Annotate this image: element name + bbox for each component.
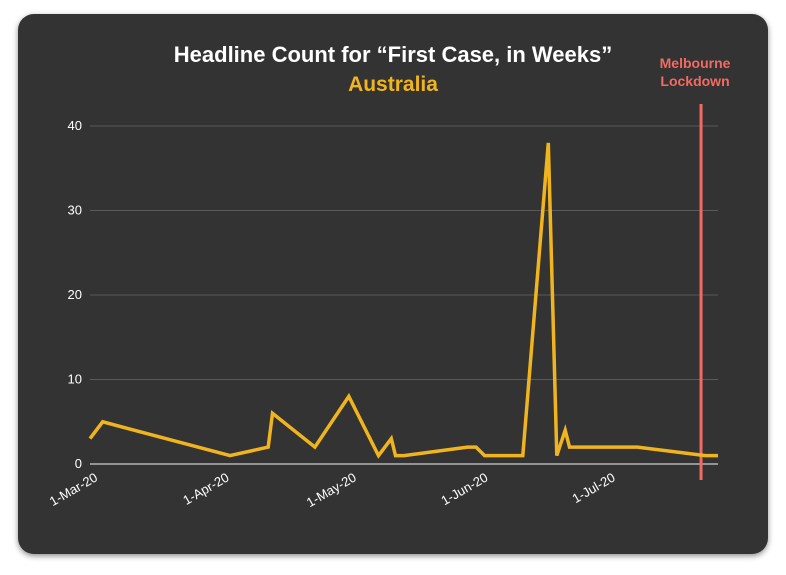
x-tick-label: 1-May-20 <box>304 470 359 510</box>
x-tick-label: 1-Jun-20 <box>438 470 490 509</box>
x-tick-label: 1-Apr-20 <box>180 470 231 508</box>
y-axis-ticks: 0 10 20 30 40 <box>68 118 82 471</box>
chart-subtitle: Australia <box>348 73 438 96</box>
annotation-label: Melbourne <box>660 55 731 71</box>
y-tick-label: 30 <box>68 203 82 218</box>
grid-lines <box>90 125 718 465</box>
y-tick-label: 40 <box>68 118 82 133</box>
y-tick-label: 10 <box>68 372 82 387</box>
x-tick-label: 1-Jul-20 <box>569 470 617 506</box>
y-tick-label: 0 <box>75 456 82 471</box>
x-tick-label: 1-Mar-20 <box>47 470 100 509</box>
annotation-label: Lockdown <box>660 73 729 89</box>
y-tick-label: 20 <box>68 287 82 302</box>
x-axis-ticks: 1-Mar-20 1-Apr-20 1-May-20 1-Jun-20 1-Jul-20 <box>47 470 618 510</box>
annotation-layer: Melbourne Lockdown <box>660 55 731 480</box>
chart-title: Headline Count for “First Case, in Weeks… <box>174 42 612 67</box>
series-line <box>88 142 718 459</box>
series-layer <box>88 142 718 459</box>
